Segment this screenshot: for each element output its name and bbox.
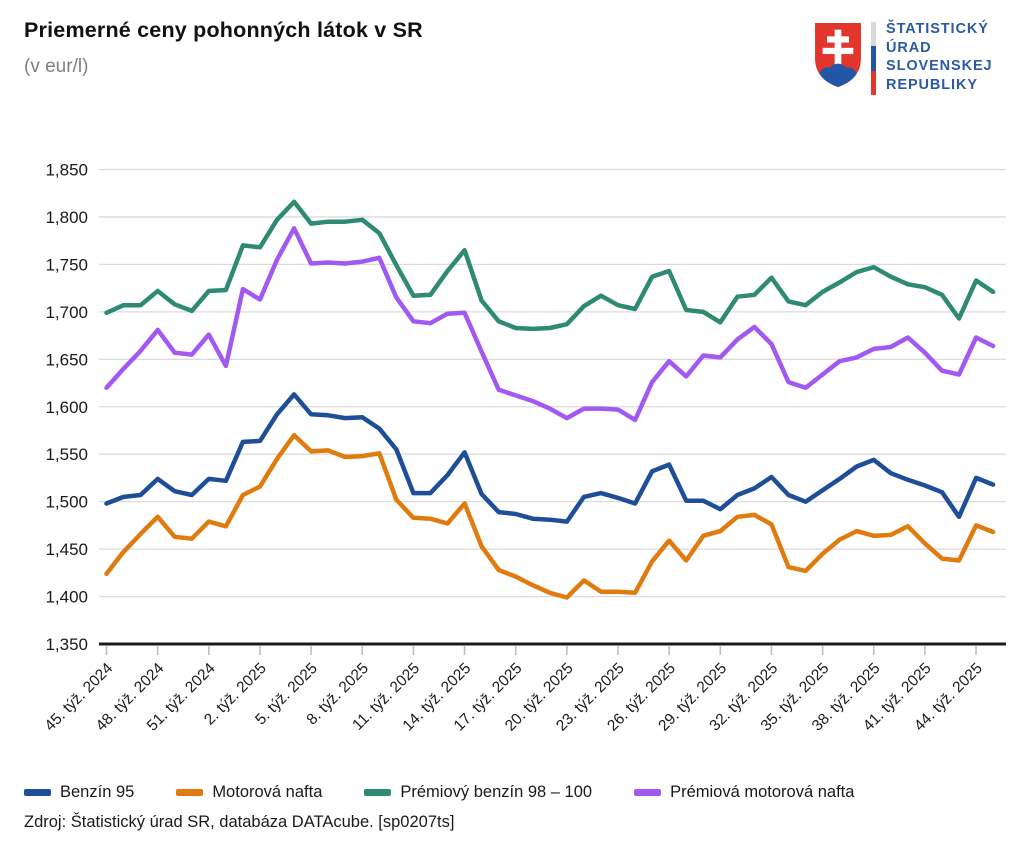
legend-label-motorova-nafta: Motorová nafta — [212, 783, 323, 801]
y-tick-label: 1,750 — [45, 255, 88, 274]
legend-item-benzin-95: Benzín 95 — [24, 783, 134, 802]
series-line-0 — [104, 392, 996, 524]
y-tick-label: 1,700 — [45, 303, 88, 322]
logo-org-name: ŠTATISTICKÝ ÚRAD SLOVENSKEJ REPUBLIKY — [886, 20, 993, 94]
series-line-1 — [104, 432, 996, 600]
legend-item-motorova-nafta: Motorová nafta — [176, 783, 322, 802]
legend-item-premiovy-benzin: Prémiový benzín 98 – 100 — [364, 783, 592, 802]
slovak-coat-of-arms-icon — [815, 22, 861, 88]
source-note: Zdroj: Štatistický úrad SR, databáza DAT… — [24, 813, 455, 831]
series-line-2 — [104, 199, 996, 332]
page-subtitle: (v eur/l) — [24, 56, 89, 77]
logo-line-4: REPUBLIKY — [886, 76, 978, 93]
legend-swatch-motorova-nafta — [176, 789, 204, 796]
y-tick-label: 1,650 — [45, 350, 88, 369]
page-title: Priemerné ceny pohonných látok v SR — [24, 18, 423, 42]
series-line-3 — [104, 226, 996, 423]
legend-label-benzin-95: Benzín 95 — [60, 783, 135, 801]
logo-tricolor-stripe — [871, 22, 876, 95]
y-tick-label: 1,500 — [45, 493, 88, 512]
stripe-white — [871, 22, 876, 47]
logo-line-2: ÚRAD — [886, 39, 932, 56]
logo-line-1: ŠTATISTICKÝ — [886, 21, 989, 37]
logo-line-3: SLOVENSKEJ — [886, 58, 993, 74]
legend-swatch-benzin-95 — [24, 789, 51, 796]
y-tick-label: 1,600 — [45, 398, 88, 417]
chart-legend: Benzín 95 Motorová nafta Prémiový benzín… — [24, 783, 854, 802]
legend-label-premiovy-benzin: Prémiový benzín 98 – 100 — [400, 783, 593, 801]
legend-swatch-premiovy-benzin — [364, 789, 392, 796]
y-tick-label: 1,350 — [45, 635, 88, 654]
statistical-office-logo: ŠTATISTICKÝ ÚRAD SLOVENSKEJ REPUBLIKY — [814, 20, 1014, 100]
stripe-red — [871, 70, 876, 95]
legend-swatch-premiova-motorova-nafta — [634, 789, 662, 796]
y-tick-label: 1,850 — [45, 161, 88, 180]
y-tick-label: 1,550 — [45, 445, 88, 464]
y-tick-label: 1,800 — [45, 208, 88, 227]
legend-item-premiova-motorova-nafta: Prémiová motorová nafta — [634, 783, 854, 802]
stripe-blue — [871, 46, 876, 71]
legend-label-premiova-motorova-nafta: Prémiová motorová nafta — [670, 783, 855, 801]
y-tick-label: 1,450 — [45, 540, 88, 559]
y-tick-label: 1,400 — [45, 588, 88, 607]
